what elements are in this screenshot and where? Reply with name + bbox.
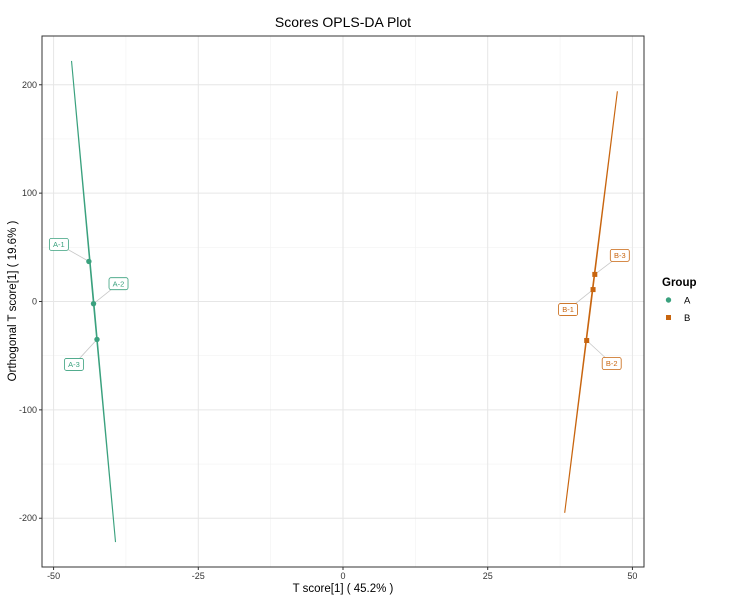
y-axis-ticks: -200 -100 0 100 200 <box>19 80 42 523</box>
point-label-B-2: B-2 <box>606 359 618 368</box>
label-box-A-2 <box>108 277 129 291</box>
legend-label-B: B <box>684 313 690 324</box>
point-labels: A-1 A-2 A-3 B-1 B-2 B-3 <box>48 238 630 371</box>
point-A-1 <box>86 258 92 265</box>
legend-key-A <box>665 297 672 303</box>
chart-title: Scores OPLS-DA Plot <box>275 14 411 30</box>
y-tick-label: -200 <box>19 513 37 523</box>
y-tick-label: 200 <box>22 80 37 90</box>
x-tick-label: 0 <box>340 571 345 581</box>
x-tick-label: -50 <box>47 571 60 581</box>
point-B-2 <box>584 338 590 344</box>
legend: Group AB <box>662 277 697 324</box>
point-A-2 <box>90 300 97 307</box>
point-label-A-3: A-3 <box>68 360 80 369</box>
point-B-3 <box>592 271 598 277</box>
y-tick-label: 100 <box>22 188 37 198</box>
label-box-B-2 <box>601 357 622 370</box>
y-axis-title: Orthogonal T score[1] ( 19.6% ) <box>7 221 19 382</box>
label-leaders <box>58 244 621 365</box>
x-tick-label: 25 <box>483 571 493 581</box>
label-box-B-3 <box>609 249 630 262</box>
ellipse-B <box>564 91 618 513</box>
x-axis-title: T score[1] ( 45.2% ) <box>293 583 394 595</box>
label-box-B-1 <box>558 303 578 316</box>
point-A-3 <box>94 336 100 343</box>
x-axis-ticks: -50 -25 0 25 50 <box>47 567 637 581</box>
point-label-B-3: B-3 <box>614 251 626 260</box>
point-label-A-2: A-2 <box>113 279 125 288</box>
legend-key-B <box>666 315 671 320</box>
legend-label-A: A <box>684 296 691 307</box>
data-points <box>86 258 598 344</box>
grid-major <box>42 36 644 567</box>
x-tick-label: 50 <box>627 571 637 581</box>
label-box-A-1 <box>48 238 69 251</box>
legend-title: Group <box>662 277 697 289</box>
point-B-1 <box>590 287 596 293</box>
point-label-B-1: B-1 <box>562 305 574 314</box>
y-tick-label: -100 <box>19 405 37 415</box>
label-box-A-3 <box>64 358 84 371</box>
x-tick-label: -25 <box>192 571 205 581</box>
y-tick-label: 0 <box>32 297 37 307</box>
point-label-A-1: A-1 <box>53 240 65 249</box>
